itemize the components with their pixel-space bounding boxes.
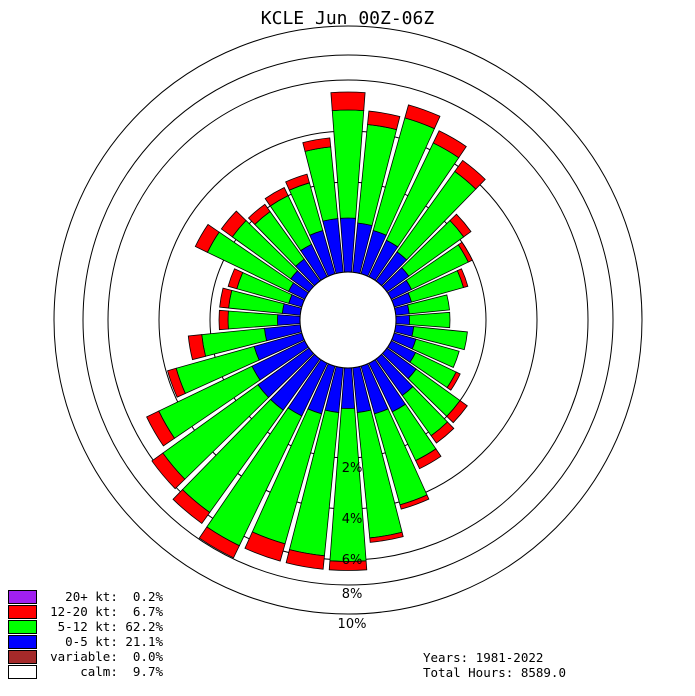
legend-label: variable: 0.0%	[50, 649, 163, 664]
footer-info: Years: 1981-2022 Total Hours: 8589.0	[423, 650, 566, 680]
bar-1220kt-50	[449, 213, 472, 238]
bar-1220kt-150	[415, 448, 442, 470]
bar-1220kt-290	[227, 268, 244, 290]
legend-label: calm: 9.7%	[50, 664, 163, 679]
bar-1220kt-40	[454, 159, 486, 190]
legend-item-calm: calm: 9.7%	[8, 664, 163, 679]
bar-1220kt-280	[219, 287, 233, 309]
bar-05kt-90	[395, 314, 410, 326]
ring-label-2%: 2%	[342, 461, 363, 476]
legend-item-5-12: 5-12 kt: 62.2%	[8, 619, 163, 634]
bar-1220kt-250	[167, 367, 186, 398]
bar-1220kt-120	[446, 371, 461, 391]
bar-1220kt-220	[172, 489, 211, 524]
bar-512kt-110	[411, 338, 460, 369]
bar-512kt-100	[411, 326, 468, 351]
bar-1220kt-60	[457, 241, 473, 263]
ring-label-10%: 10%	[338, 617, 367, 632]
legend-label: 20+ kt: 0.2%	[57, 589, 163, 604]
bar-1220kt-320	[247, 203, 271, 226]
bar-1220kt-210	[198, 526, 240, 559]
calm-circle	[299, 271, 397, 369]
bar-1220kt-170	[369, 531, 404, 543]
legend-label: 0-5 kt: 21.1%	[50, 634, 163, 649]
bar-1220kt-200	[244, 531, 286, 562]
legend: 20+ kt: 0.2% 12-20 kt: 6.7% 5-12 kt: 62.…	[8, 589, 163, 679]
legend-swatch	[8, 664, 37, 679]
legend-label: 5-12 kt: 62.2%	[50, 619, 163, 634]
bar-1220kt-300	[194, 223, 220, 253]
bar-1220kt-240	[146, 410, 176, 447]
ring-label-4%: 4%	[342, 512, 363, 527]
legend-item-12-20: 12-20 kt: 6.7%	[8, 604, 163, 619]
legend-swatch	[8, 604, 37, 619]
bar-1220kt-190	[285, 549, 325, 570]
bar-512kt-80	[407, 294, 450, 315]
bar-1220kt-70	[456, 268, 469, 289]
bar-1220kt-140	[430, 421, 455, 444]
bar-1220kt-350	[302, 137, 332, 152]
bar-1220kt-270	[218, 309, 229, 331]
ring-label-8%: 8%	[342, 587, 363, 602]
legend-swatch	[8, 619, 37, 634]
legend-item-0-5: 0-5 kt: 21.1%	[8, 634, 163, 649]
total-hours-text: Total Hours: 8589.0	[423, 665, 566, 680]
legend-swatch	[8, 589, 37, 604]
bar-1220kt-180	[328, 560, 368, 571]
ring-8%	[82, 54, 614, 586]
bar-05kt-270	[277, 314, 301, 326]
bar-1220kt-230	[151, 452, 186, 490]
bar-1220kt-260	[187, 334, 207, 361]
bar-1220kt-0	[330, 91, 366, 112]
bar-512kt-270	[227, 310, 279, 330]
bar-1220kt-10	[367, 110, 401, 131]
legend-item-variable: variable: 0.0%	[8, 649, 163, 664]
years-text: Years: 1981-2022	[423, 650, 544, 665]
bar-1220kt-160	[399, 494, 430, 510]
chart-title: KCLE Jun 00Z-06Z	[260, 8, 435, 29]
legend-label: 12-20 kt: 6.7%	[50, 604, 163, 619]
bar-1220kt-310	[220, 210, 247, 238]
bar-1220kt-30	[432, 130, 467, 159]
legend-swatch	[8, 649, 37, 664]
legend-item-20plus: 20+ kt: 0.2%	[8, 589, 163, 604]
bar-1220kt-340	[285, 173, 310, 191]
bar-05kt-180	[340, 367, 356, 409]
legend-swatch	[8, 634, 37, 649]
ring-10%	[53, 25, 643, 615]
bar-1220kt-330	[264, 187, 289, 207]
bar-512kt-90	[408, 311, 451, 329]
bar-1220kt-130	[446, 399, 468, 424]
bar-512kt-0	[331, 109, 365, 219]
ring-label-6%: 6%	[342, 553, 363, 568]
bar-1220kt-20	[404, 104, 441, 130]
